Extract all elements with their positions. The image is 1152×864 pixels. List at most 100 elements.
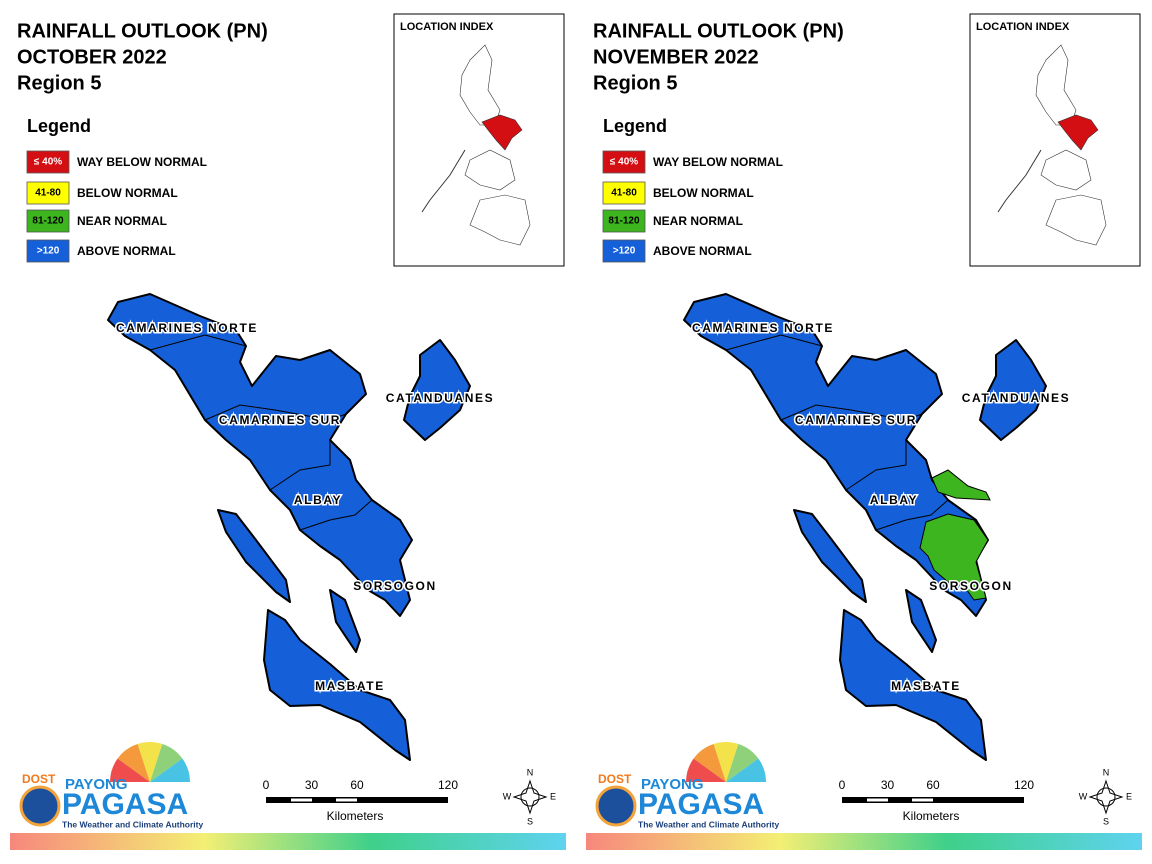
compass-ring [1096, 787, 1116, 807]
logo-umbrella [726, 758, 766, 782]
logo-seal [595, 785, 637, 827]
province-border [845, 440, 907, 491]
location-index-title: LOCATION INDEX [400, 21, 494, 33]
scale-tick-label: 0 [263, 778, 270, 792]
compass-letter: S [527, 816, 533, 826]
province-border [269, 440, 331, 491]
near-normal-area [931, 469, 991, 501]
logo-umbrella [726, 743, 759, 782]
legend-swatch-label: 41-80 [35, 188, 61, 199]
logo-line2: PAGASA [638, 788, 764, 821]
legend-title: Legend [27, 116, 91, 136]
panel-title: RAINFALL OUTLOOK (PN) [593, 20, 844, 42]
palawan-outline [997, 149, 1042, 213]
legend-swatch [602, 181, 646, 205]
legend-label: WAY BELOW NORMAL [77, 155, 207, 169]
logo-line1: PAYONG [641, 776, 704, 793]
logo-line2: PAGASA [62, 788, 188, 821]
logo-umbrella [150, 758, 190, 782]
legend-swatch [26, 239, 70, 263]
legend-swatch [602, 239, 646, 263]
legend-label: WAY BELOW NORMAL [653, 155, 783, 169]
scale-tick-label: 60 [350, 778, 364, 792]
compass-letter: N [527, 767, 534, 777]
scale-tick-label: 120 [438, 778, 458, 792]
province-shape [839, 609, 987, 761]
scale-tick-label: 30 [305, 778, 319, 792]
panel-title: OCTOBER 2022 [17, 46, 167, 68]
legend-title: Legend [603, 116, 667, 136]
province-shape [107, 293, 413, 617]
mindanao-outline [1045, 194, 1107, 246]
province-border [204, 404, 347, 421]
scale-bar-segment [336, 798, 357, 802]
province-shape [329, 589, 361, 653]
scale-unit: Kilometers [903, 809, 960, 823]
color-strip [10, 833, 566, 850]
mindanao-outline [469, 194, 531, 246]
scale-tick-label: 30 [881, 778, 895, 792]
legend-swatch [602, 209, 646, 233]
compass-letter: W [1079, 791, 1088, 801]
panel-title: Region 5 [17, 72, 101, 94]
legend-label: ABOVE NORMAL [77, 244, 176, 258]
compass-letter: E [550, 791, 556, 801]
scale-bar-segment [912, 798, 933, 802]
near-normal-area [919, 513, 989, 601]
compass-ring [520, 787, 540, 807]
logo-umbrella [150, 743, 183, 782]
logo-umbrella [117, 743, 150, 782]
visayas-outline [464, 149, 516, 191]
logo-umbrella [137, 742, 163, 782]
province-shape [793, 509, 867, 603]
province-label: SORSOGON [929, 579, 1012, 593]
province-label: ALBAY [294, 493, 342, 507]
province-label: CAMARINES NORTE [116, 321, 258, 335]
logo-tagline: The Weather and Climate Authority [638, 819, 779, 829]
legend-swatch-label: ≤ 40% [34, 157, 62, 168]
legend-label: NEAR NORMAL [77, 214, 167, 228]
scale-unit: Kilometers [327, 809, 384, 823]
province-border [299, 499, 373, 531]
province-label: CATANDUANES [962, 391, 1071, 405]
legend-swatch-label: 81-120 [32, 216, 64, 227]
compass-rose [512, 779, 548, 815]
legend-swatch-label: 41-80 [611, 188, 637, 199]
province-border [875, 499, 949, 531]
province-label: MASBATE [891, 679, 961, 693]
legend-swatch [26, 150, 70, 174]
province-border [780, 404, 923, 421]
logo-umbrella [686, 758, 726, 782]
bicol-highlight [1057, 114, 1099, 151]
compass-letter: N [1103, 767, 1110, 777]
logo-tagline: The Weather and Climate Authority [62, 819, 203, 829]
logo-agency: DOST [598, 772, 632, 786]
panel-title: Region 5 [593, 72, 677, 94]
province-label: MASBATE [315, 679, 385, 693]
legend-swatch-label: >120 [613, 246, 636, 257]
visayas-outline [1040, 149, 1092, 191]
color-strip [586, 833, 1142, 850]
legend-swatch-label: >120 [37, 246, 60, 257]
province-shape [217, 509, 291, 603]
legend-label: NEAR NORMAL [653, 214, 743, 228]
legend-swatch-label: ≤ 40% [610, 157, 638, 168]
logo-agency: DOST [22, 772, 56, 786]
compass-letter: W [503, 791, 512, 801]
province-shape [979, 339, 1047, 441]
province-label: CAMARINES SUR [219, 413, 341, 427]
legend-swatch-label: 81-120 [608, 216, 640, 227]
province-shape [403, 339, 471, 441]
logo-line1: PAYONG [65, 776, 128, 793]
province-label: ALBAY [870, 493, 918, 507]
scale-bar-segment [867, 798, 888, 802]
province-border [149, 334, 247, 351]
compass-rose [1088, 779, 1124, 815]
legend-swatch [26, 209, 70, 233]
legend-label: BELOW NORMAL [653, 186, 754, 200]
logo-umbrella [713, 742, 739, 782]
bicol-highlight [481, 114, 523, 151]
logo-seal [19, 785, 61, 827]
